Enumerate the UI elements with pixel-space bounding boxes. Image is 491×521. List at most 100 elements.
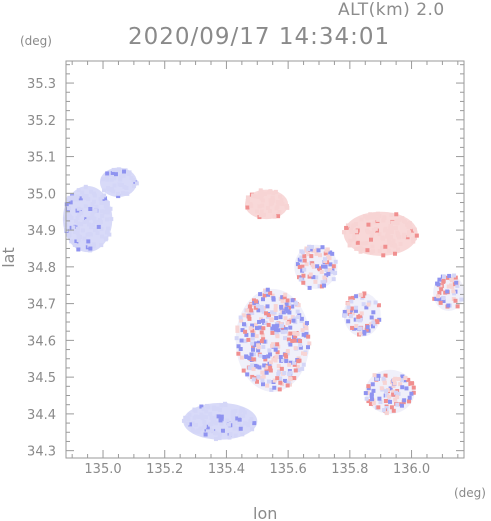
echo-cell bbox=[256, 308, 261, 313]
echo-cell bbox=[352, 326, 357, 331]
echo-cell bbox=[366, 302, 371, 307]
echo-cell bbox=[329, 270, 334, 275]
echo-cell bbox=[287, 302, 292, 307]
echo-cell bbox=[116, 167, 121, 172]
echo-cell bbox=[453, 298, 458, 303]
echo-cell bbox=[298, 343, 303, 348]
echo-cell bbox=[270, 195, 275, 200]
echo-cell bbox=[278, 194, 283, 199]
echo-cell bbox=[389, 212, 394, 217]
echo-cell bbox=[266, 354, 271, 359]
echo-cell bbox=[247, 356, 252, 361]
echo-cell bbox=[300, 264, 305, 269]
echo-cell bbox=[364, 305, 369, 310]
echo-cell bbox=[266, 379, 271, 384]
echo-cell bbox=[301, 362, 306, 367]
echo-cell bbox=[383, 226, 388, 231]
echo-cell bbox=[232, 420, 237, 425]
echo-cell bbox=[205, 426, 210, 431]
echo-cell bbox=[283, 336, 288, 341]
echo-cell bbox=[112, 176, 117, 181]
echo-cell bbox=[112, 183, 117, 188]
echo-cell bbox=[282, 295, 287, 300]
echo-cell bbox=[406, 224, 411, 229]
echo-cell bbox=[274, 315, 279, 320]
echo-cell bbox=[79, 211, 84, 216]
echo-cell bbox=[360, 241, 365, 246]
echo-cell bbox=[296, 368, 301, 373]
echo-cell bbox=[315, 264, 320, 269]
echo-cell bbox=[104, 236, 109, 241]
echo-cell bbox=[436, 282, 441, 287]
echo-cell bbox=[129, 176, 134, 181]
echo-cell bbox=[276, 328, 281, 333]
echo-cell bbox=[320, 264, 325, 269]
echo-cell bbox=[273, 358, 278, 363]
echo-cell bbox=[250, 328, 255, 333]
echo-cell bbox=[437, 277, 442, 282]
echo-cell bbox=[99, 200, 104, 205]
echo-cell bbox=[250, 336, 255, 341]
echo-cell bbox=[222, 401, 227, 406]
echo-cell bbox=[317, 284, 322, 289]
echo-cell bbox=[308, 247, 313, 252]
echo-cell bbox=[342, 313, 347, 318]
echo-cell bbox=[403, 376, 408, 381]
echo-cell bbox=[69, 239, 74, 244]
echo-cell bbox=[281, 304, 286, 309]
echo-cell bbox=[199, 404, 204, 409]
echo-cell bbox=[348, 227, 353, 232]
echo-cell bbox=[121, 173, 126, 178]
echo-cell bbox=[242, 410, 247, 415]
echo-cell bbox=[125, 191, 130, 196]
echo-cell bbox=[231, 422, 236, 427]
y-tick-label: 35.3 bbox=[27, 77, 56, 92]
echo-cell bbox=[368, 401, 373, 406]
echo-cell bbox=[352, 234, 357, 239]
echo-cell bbox=[297, 265, 302, 270]
echo-cell bbox=[102, 196, 107, 201]
echo-cell bbox=[104, 230, 109, 235]
echo-cell bbox=[100, 234, 105, 239]
echo-cell bbox=[258, 353, 263, 358]
echo-cell bbox=[264, 311, 269, 316]
echo-cell bbox=[276, 364, 281, 369]
echo-cell bbox=[236, 351, 241, 356]
echo-cell bbox=[302, 351, 307, 356]
echo-cell bbox=[134, 181, 139, 186]
echo-cell bbox=[243, 339, 248, 344]
echo-cell bbox=[302, 254, 307, 259]
echo-cell bbox=[254, 299, 259, 304]
echo-cell bbox=[304, 325, 309, 330]
echo-cell bbox=[248, 419, 253, 424]
ring-mixed-patch bbox=[294, 244, 338, 290]
echo-cell bbox=[346, 319, 351, 324]
echo-cell bbox=[348, 238, 353, 243]
echo-cell bbox=[401, 232, 406, 237]
echo-cell bbox=[262, 354, 267, 359]
echo-cell bbox=[255, 364, 260, 369]
echo-cell bbox=[314, 275, 319, 280]
echo-cell bbox=[106, 185, 111, 190]
echo-cell bbox=[228, 432, 233, 437]
echo-cell bbox=[366, 399, 371, 404]
echo-cell bbox=[271, 297, 276, 302]
echo-cell bbox=[286, 337, 291, 342]
echo-cell bbox=[122, 169, 127, 174]
echo-cell bbox=[261, 318, 266, 323]
echo-cell bbox=[203, 432, 208, 437]
echo-cell bbox=[240, 432, 245, 437]
echo-cell bbox=[451, 289, 456, 294]
echo-cell bbox=[292, 360, 297, 365]
echo-cell bbox=[235, 328, 240, 333]
echo-cell bbox=[290, 298, 295, 303]
y-tick-label: 34.8 bbox=[27, 261, 56, 276]
echo-cell bbox=[350, 325, 355, 330]
axis-ticks bbox=[66, 61, 464, 458]
echo-cell bbox=[258, 325, 263, 330]
echo-cell bbox=[78, 196, 83, 201]
echo-cell bbox=[249, 308, 254, 313]
echo-cell bbox=[349, 230, 354, 235]
echo-cell bbox=[391, 238, 396, 243]
echo-cell bbox=[370, 382, 375, 387]
